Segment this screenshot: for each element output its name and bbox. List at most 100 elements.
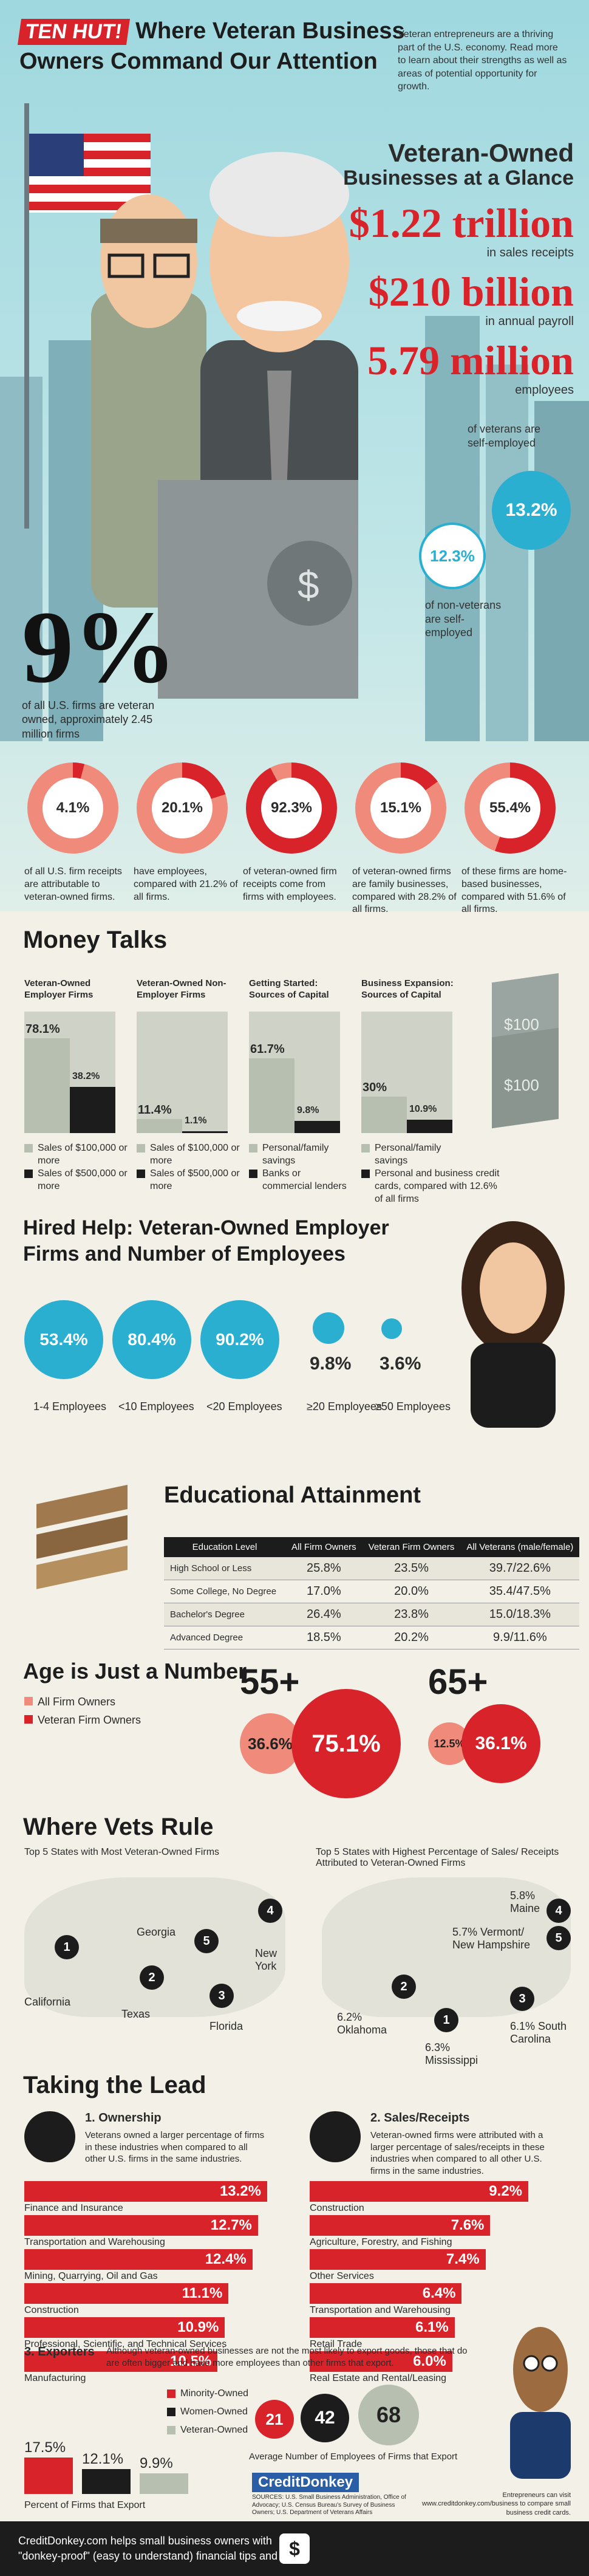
column-header: Education Level [164,1537,285,1557]
table-cell: 9.9/11.6% [460,1626,580,1649]
legend-swatch [137,1144,145,1153]
title-line-1: Where Veteran Business [135,18,405,44]
glance-panel: Veteran-Owned Businesses at a Glance $1.… [343,139,574,408]
money-group-title: Veteran-Owned Non-Employer Firms [137,978,226,1000]
age-55-all-bubble: 36.6% [240,1713,301,1774]
legend-label: Women-Owned [180,2406,248,2417]
export-percent-value: 9.9% [140,2455,173,2472]
employees-1-4-circle: 53.4% [24,1300,103,1379]
employees-label: ≥20 Employees [307,1400,382,1413]
vets-heading: Where Vets Rule [23,1814,214,1840]
lead-heading: Taking the Lead [23,2072,206,2098]
rank-marker: 5 [546,1926,571,1950]
footer-line-1: CreditDonkey.com helps small business ow… [18,2535,272,2547]
table-cell: 20.2% [362,1626,461,1649]
donut-caption: of all U.S. firm receipts are attributab… [24,866,122,902]
money-value-a: 61.7% [250,1042,285,1056]
age-legend-all: All Firm Owners [24,1695,115,1709]
industry-label: Transportation and Warehousing [24,2237,165,2247]
state-label-new-york: New York [255,1947,277,1972]
money-value-a: 11.4% [138,1103,172,1117]
industry-label: Professional, Scientific, and Technical … [24,2339,227,2349]
visit-text: Entrepreneurs can visit www.creditdonkey… [422,2492,571,2516]
money-bar-b [70,1086,115,1133]
money-legend-b: Sales of $500,000 or more [137,1168,240,1193]
industry-label: Mining, Quarrying, Oil and Gas [24,2271,158,2281]
money-legend-a: Sales of $100,000 or more [24,1142,128,1168]
column-header: All Veterans (male/female) [460,1537,580,1557]
money-label-top: $100 [504,1015,539,1033]
export-percent-bar [24,2458,73,2494]
export-percent-caption: Percent of Firms that Export [24,2500,146,2510]
money-bar-frame [24,1012,115,1133]
page-title: TEN HUT! Where Veteran Business Owners C… [17,18,405,75]
employees-ge20-dot [313,1312,344,1344]
money-value-a: 78.1% [26,1022,60,1036]
employees-label: <20 Employees [206,1400,282,1413]
ownership-title: 1. Ownership [85,2111,162,2125]
legend-label: Sales of $100,000 or more [38,1143,128,1166]
export-percent-bar [140,2473,188,2494]
donut-receipts-with-employees: 92.3% [246,762,337,854]
rank-marker: 5 [194,1929,219,1953]
donut-value: 4.1% [43,778,103,838]
rank-marker: 3 [209,1984,234,2008]
title-line-2: Owners Command Our Attention [19,49,378,74]
thumbs-up-icon [24,2111,75,2162]
table-cell: Some College, No Degree [164,1580,285,1603]
export-percent-bar [82,2468,131,2494]
money-bar-frame [361,1012,452,1133]
exporters-text: Although veteran-owned businesses are no… [106,2346,468,2368]
stat-sales-label: in sales receipts [486,246,574,260]
industry-label: Agriculture, Forestry, and Fishing [310,2237,452,2247]
column-header: Veteran Firm Owners [362,1537,461,1557]
money-bar-frame [249,1012,340,1133]
businesswoman-illustration [461,1221,565,1428]
money-bar-b [407,1120,452,1133]
age-65-veteran-bubble: 36.1% [461,1704,540,1783]
nine-percent-stat: 9% of all U.S. firms are veteran owned, … [22,595,180,741]
money-legend-a: Personal/family savings [361,1142,465,1168]
exporters-title: 3. Exporters [24,2345,95,2358]
legend-swatch [137,1170,145,1178]
donut-have-employees: 20.1% [137,762,228,854]
age-55-label: 55+ [240,1662,300,1702]
industry-label: Transportation and Warehousing [310,2305,451,2315]
donut-home-based: 55.4% [465,762,556,854]
legend-label: Personal and business credit cards, comp… [375,1168,500,1204]
exporters-legend-women: Women-Owned [167,2406,248,2419]
legend-swatch [249,1144,257,1153]
employees-lt20-circle: 90.2% [200,1300,279,1379]
export-percent-value: 17.5% [24,2439,66,2456]
veterans-self-employed-bubble: 13.2% [492,471,571,550]
export-percent-value: 12.1% [82,2450,124,2467]
industry-bar: 7.4% [310,2249,486,2270]
donut-caption: have employees, compared with 21.2% of a… [134,866,238,902]
avg-women-bubble: 42 [301,2394,349,2442]
donut-value: 15.1% [370,778,431,838]
rank-marker: 2 [140,1965,164,1990]
table-cell: High School or Less [164,1557,285,1580]
money-stack-illustration: $100 $100 [492,973,559,1129]
legend-label: Sales of $100,000 or more [150,1143,240,1166]
employees-label: <10 Employees [118,1400,194,1413]
legend-swatch [361,1144,370,1153]
money-bar-frame [137,1012,228,1133]
state-label-florida: Florida [209,2020,243,2032]
money-group-title: Veteran-Owned Employer Firms [24,978,94,1000]
table-cell: 23.8% [362,1603,461,1626]
legend-swatch [167,2426,175,2434]
legend-label: All Firm Owners [38,1696,116,1708]
hired-help-heading: Hired Help: Veteran-Owned Employer Firms… [23,1215,389,1267]
state-label-texas: Texas [121,2008,151,2020]
table-cell: Advanced Degree [164,1626,285,1649]
legend-swatch [167,2408,175,2416]
employees-ge50-dot [381,1318,402,1339]
vets-subheading-left: Top 5 States with Most Veteran-Owned Fir… [24,1847,220,1857]
industry-label: Finance and Insurance [24,2203,123,2213]
money-legend-a: Personal/family savings [249,1142,352,1168]
table-cell: 17.0% [285,1580,363,1603]
table-row: Some College, No Degree 17.0% 20.0% 35.4… [164,1580,580,1603]
hero-section: $ TEN HUT! Where Veteran Business Owners… [0,0,589,914]
title-tag: TEN HUT! [17,19,130,45]
